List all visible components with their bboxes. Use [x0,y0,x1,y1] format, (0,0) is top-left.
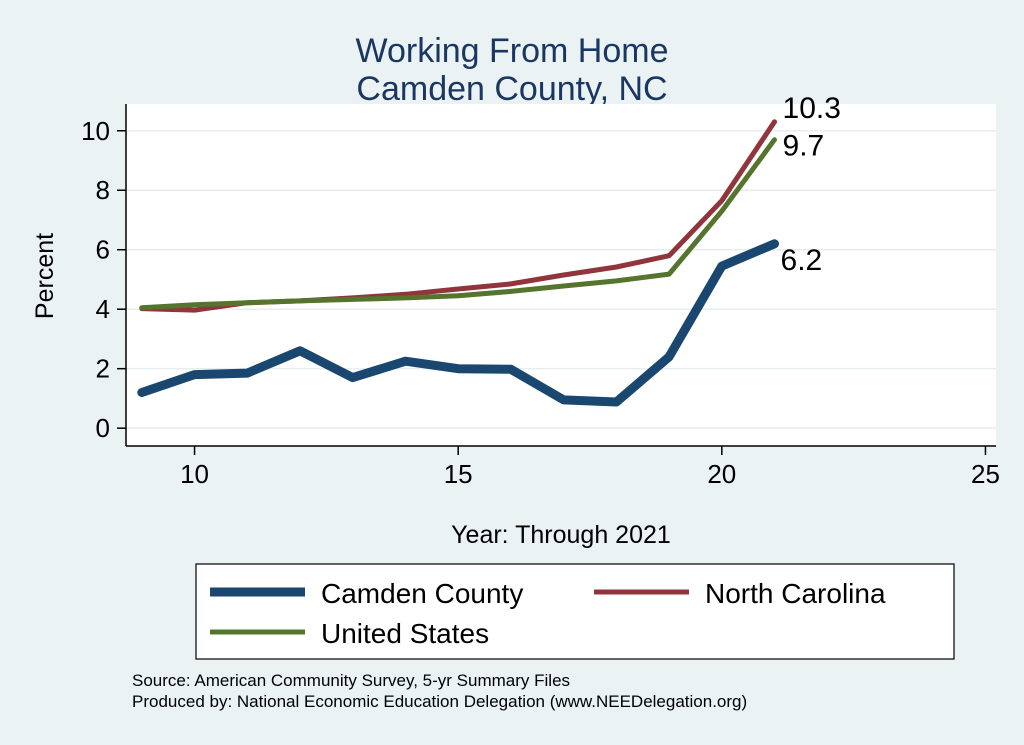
y-tick-label-4: 4 [96,294,110,324]
y-tick-label-6: 6 [96,235,110,265]
x-tick-label-25: 25 [971,459,1000,489]
end-label-camden-county: 6.2 [781,244,823,277]
x-tick-label-20: 20 [707,459,736,489]
source-line-2: Produced by: National Economic Education… [132,692,748,711]
x-axis-ticks: 10 15 20 25 [180,446,1000,489]
series-lines [137,119,779,407]
legend-label-united-states: United States [321,618,489,649]
y-tick-label-2: 2 [96,354,110,384]
chart-title-line-1: Working From Home [355,32,669,70]
y-tick-label-0: 0 [96,413,110,443]
series-line-united-states [139,137,777,311]
series-line-camden-county [137,239,779,407]
chart-title: Working From Home Camden County, NC [0,32,1024,108]
y-axis-label: Percent [31,233,59,319]
legend-label-camden-county: Camden County [321,578,523,609]
y-tick-label-8: 8 [96,175,110,205]
gridlines [126,130,996,429]
source-note: Source: American Community Survey, 5-yr … [132,670,747,712]
source-line-1: Source: American Community Survey, 5-yr … [132,671,571,690]
y-tick-label-10: 10 [81,116,110,146]
x-tick-label-10: 10 [180,459,209,489]
legend: Camden County North Carolina United Stat… [195,563,955,660]
chart-title-line-2: Camden County, NC [356,70,668,108]
legend-box [195,563,955,660]
x-axis-label: Year: Through 2021 [451,521,671,549]
y-axis-ticks: 0 2 4 6 8 10 [81,116,126,443]
legend-label-north-carolina: North Carolina [705,578,886,609]
x-tick-label-15: 15 [444,459,473,489]
end-label-united-states: 9.7 [783,130,825,163]
end-label-north-carolina: 10.3 [783,92,841,125]
end-labels: 6.2 10.3 9.7 [781,92,841,277]
